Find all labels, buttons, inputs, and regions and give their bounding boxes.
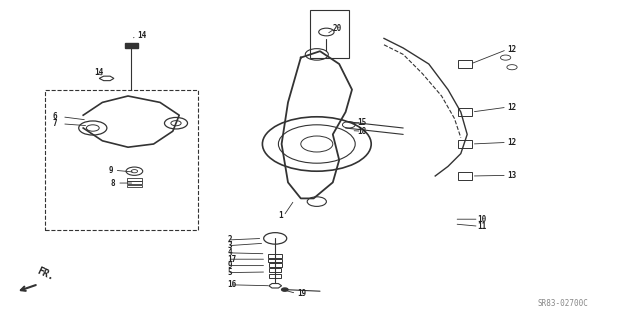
Bar [269, 274, 281, 278]
Text: 7: 7 [52, 119, 57, 128]
Text: 15: 15 [357, 118, 366, 127]
Circle shape [282, 288, 288, 291]
Bar [458, 172, 472, 180]
Bar [269, 263, 282, 267]
Text: 14: 14 [138, 31, 147, 40]
Text: 13: 13 [507, 171, 516, 180]
Text: FR.: FR. [35, 266, 56, 282]
Text: 5: 5 [227, 268, 232, 277]
Bar [458, 140, 472, 148]
Text: 16: 16 [227, 280, 236, 289]
Text: 11: 11 [477, 222, 486, 231]
Text: 9: 9 [227, 261, 232, 270]
Text: 8: 8 [111, 179, 115, 188]
Text: 20: 20 [333, 24, 342, 33]
Bar [269, 259, 282, 262]
Bar [45, 90, 198, 230]
Text: SR83-02700C: SR83-02700C [538, 300, 589, 308]
Bar [125, 43, 138, 48]
Text: 9: 9 [109, 166, 113, 175]
Text: 3: 3 [227, 241, 232, 250]
Bar [127, 181, 142, 184]
Text: 12: 12 [507, 138, 516, 147]
Bar [126, 36, 136, 40]
Bar [127, 185, 142, 187]
Bar [269, 268, 282, 272]
Bar [127, 178, 142, 181]
Text: 12: 12 [507, 103, 516, 112]
Text: 1: 1 [278, 212, 283, 220]
Text: 12: 12 [507, 45, 516, 54]
Bar [310, 10, 349, 58]
Text: 19: 19 [298, 289, 307, 298]
Text: 14: 14 [94, 68, 103, 77]
Text: 4: 4 [227, 248, 232, 257]
Bar [268, 254, 282, 258]
Bar [458, 108, 472, 116]
Text: 2: 2 [227, 236, 232, 244]
Text: 6: 6 [52, 112, 57, 121]
Text: 17: 17 [227, 255, 236, 264]
Text: 10: 10 [477, 215, 486, 224]
Text: 18: 18 [357, 127, 366, 136]
Bar [458, 60, 472, 68]
